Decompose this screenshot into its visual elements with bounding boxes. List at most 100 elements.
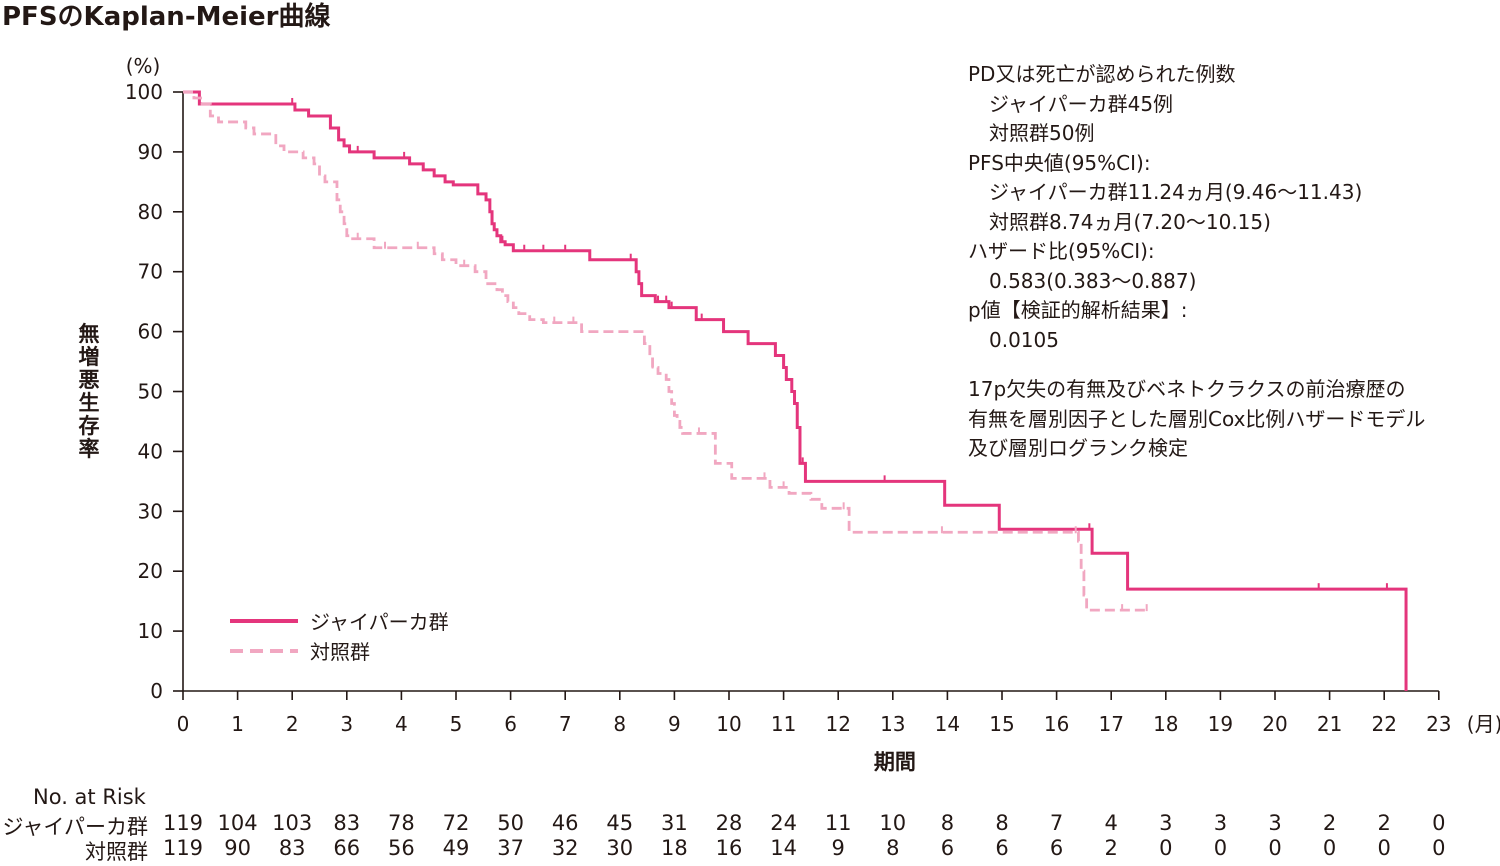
risk-value: 16 [715,836,743,860]
risk-value: 3 [1159,811,1173,835]
risk-value: 46 [551,811,579,835]
risk-value: 28 [715,811,743,835]
stat-line-events-control: 対照群50例 [989,121,1095,145]
stat-line-p-value: 0.0105 [989,327,1059,352]
y-tick-label: 10 [138,619,163,643]
x-tick-label: 8 [613,712,626,736]
risk-value: 6 [995,836,1009,860]
x-unit-label: (月) [1467,712,1500,736]
stat-line-p-header: p値【検証的解析結果】: [968,298,1188,322]
risk-value: 4 [1104,811,1118,835]
risk-value: 8 [886,836,900,860]
x-tick-label: 10 [716,712,741,736]
stat-spacer [968,355,1425,375]
y-tick-label: 30 [138,499,163,523]
risk-row-label-giapaka: ジャイパーカ群 [2,815,148,839]
x-tick-label: 19 [1208,712,1233,736]
x-tick-label: 12 [825,712,850,736]
y-tick-label: 60 [138,320,163,344]
risk-value: 119 [162,836,204,860]
stat-note-line-3: 及び層別ログランク検定 [968,436,1188,460]
chart-title: PFSのKaplan-Meier曲線 [2,2,331,32]
risk-value: 14 [770,836,797,860]
risk-value: 8 [940,811,955,835]
risk-value: 119 [162,811,204,835]
legend: ジャイパーカ群 対照群 [230,610,449,664]
risk-value: 83 [333,811,361,835]
risk-value: 3 [1268,811,1282,835]
risk-value: 72 [442,811,470,835]
x-tick-label: 7 [559,712,572,736]
risk-value: 2 [1104,836,1118,860]
risk-value: 0 [1213,836,1228,860]
x-tick-label: 14 [935,712,960,736]
curves [183,90,1408,691]
risk-value: 30 [606,836,634,860]
x-tick-label: 17 [1098,712,1123,736]
risk-value: 9 [831,836,845,860]
km-curve-control [183,90,1150,612]
x-tick-label: 11 [771,712,796,736]
x-tick-label: 16 [1044,712,1069,736]
x-tick-label: 23 [1426,712,1451,736]
risk-value: 7 [1049,811,1064,835]
stat-line-median-giapaka: ジャイパーカ群11.24ヵ月(9.46〜11.43) [989,180,1363,204]
stat-line-hr-header: ハザード比(95%CI): [968,239,1155,263]
risk-value: 90 [224,836,251,860]
risk-value: 8 [995,811,1009,835]
legend-label-control: 対照群 [310,640,370,664]
risk-value: 103 [272,811,313,835]
y-tick-label: 80 [138,200,163,224]
risk-value: 0 [1377,836,1391,860]
y-axis-title: 無増悪生存率 [76,322,100,461]
x-tick-label: 22 [1371,712,1396,736]
x-tick-label: 15 [989,712,1014,736]
x-tick-label: 13 [880,712,905,736]
risk-value: 10 [879,811,907,835]
y-tick-label: 70 [138,260,163,284]
risk-row-label-control: 対照群 [85,840,148,864]
risk-value: 6 [1049,836,1064,860]
y-tick-label: 50 [138,380,163,404]
risk-value: 0 [1268,836,1282,860]
stat-line-median-control: 対照群8.74ヵ月(7.20〜10.15) [989,209,1271,234]
km-curve-giapaka [183,90,1408,691]
risk-value: 3 [1213,811,1228,835]
risk-value: 18 [661,836,688,860]
risk-value: 104 [217,811,258,835]
x-tick-label: 18 [1153,712,1178,736]
x-tick-label: 6 [504,712,517,736]
y-tick-label: 0 [150,679,163,703]
risk-value: 2 [1377,811,1391,835]
risk-value: 24 [770,811,797,835]
stat-note-line-1: 17p欠失の有無及びベネトクラクスの前治療歴の [968,377,1406,401]
x-tick-label: 2 [286,712,299,736]
risk-value: 56 [388,836,415,860]
x-tick-label: 20 [1262,712,1287,736]
risk-value: 0 [1322,836,1337,860]
risk-value: 31 [661,811,688,835]
x-tick-label: 3 [340,712,353,736]
x-tick-label: 4 [395,712,408,736]
legend-label-giapaka: ジャイパーカ群 [310,610,449,634]
x-tick-label: 21 [1317,712,1342,736]
risk-value: 2 [1322,811,1337,835]
risk-value: 45 [606,811,634,835]
risk-value: 66 [333,836,361,860]
y-tick-label: 20 [138,559,163,583]
risk-value: 0 [1159,836,1173,860]
stat-line-events-giapaka: ジャイパーカ群45例 [989,91,1174,116]
risk-value: 37 [497,836,524,860]
risk-value: 49 [442,836,470,860]
x-tick-label: 1 [231,712,244,736]
risk-value: 83 [278,836,306,860]
x-tick-label: 0 [177,712,190,736]
statistics-annotation: PD又は死亡が認められた例数 ジャイパーカ群45例 対照群50例 PFS中央値(… [968,60,1425,464]
risk-value: 6 [940,836,955,860]
y-tick-label: 90 [138,140,163,164]
risk-value: 78 [388,811,415,835]
x-axis-title: 期間 [874,750,916,774]
risk-value: 0 [1432,836,1446,860]
